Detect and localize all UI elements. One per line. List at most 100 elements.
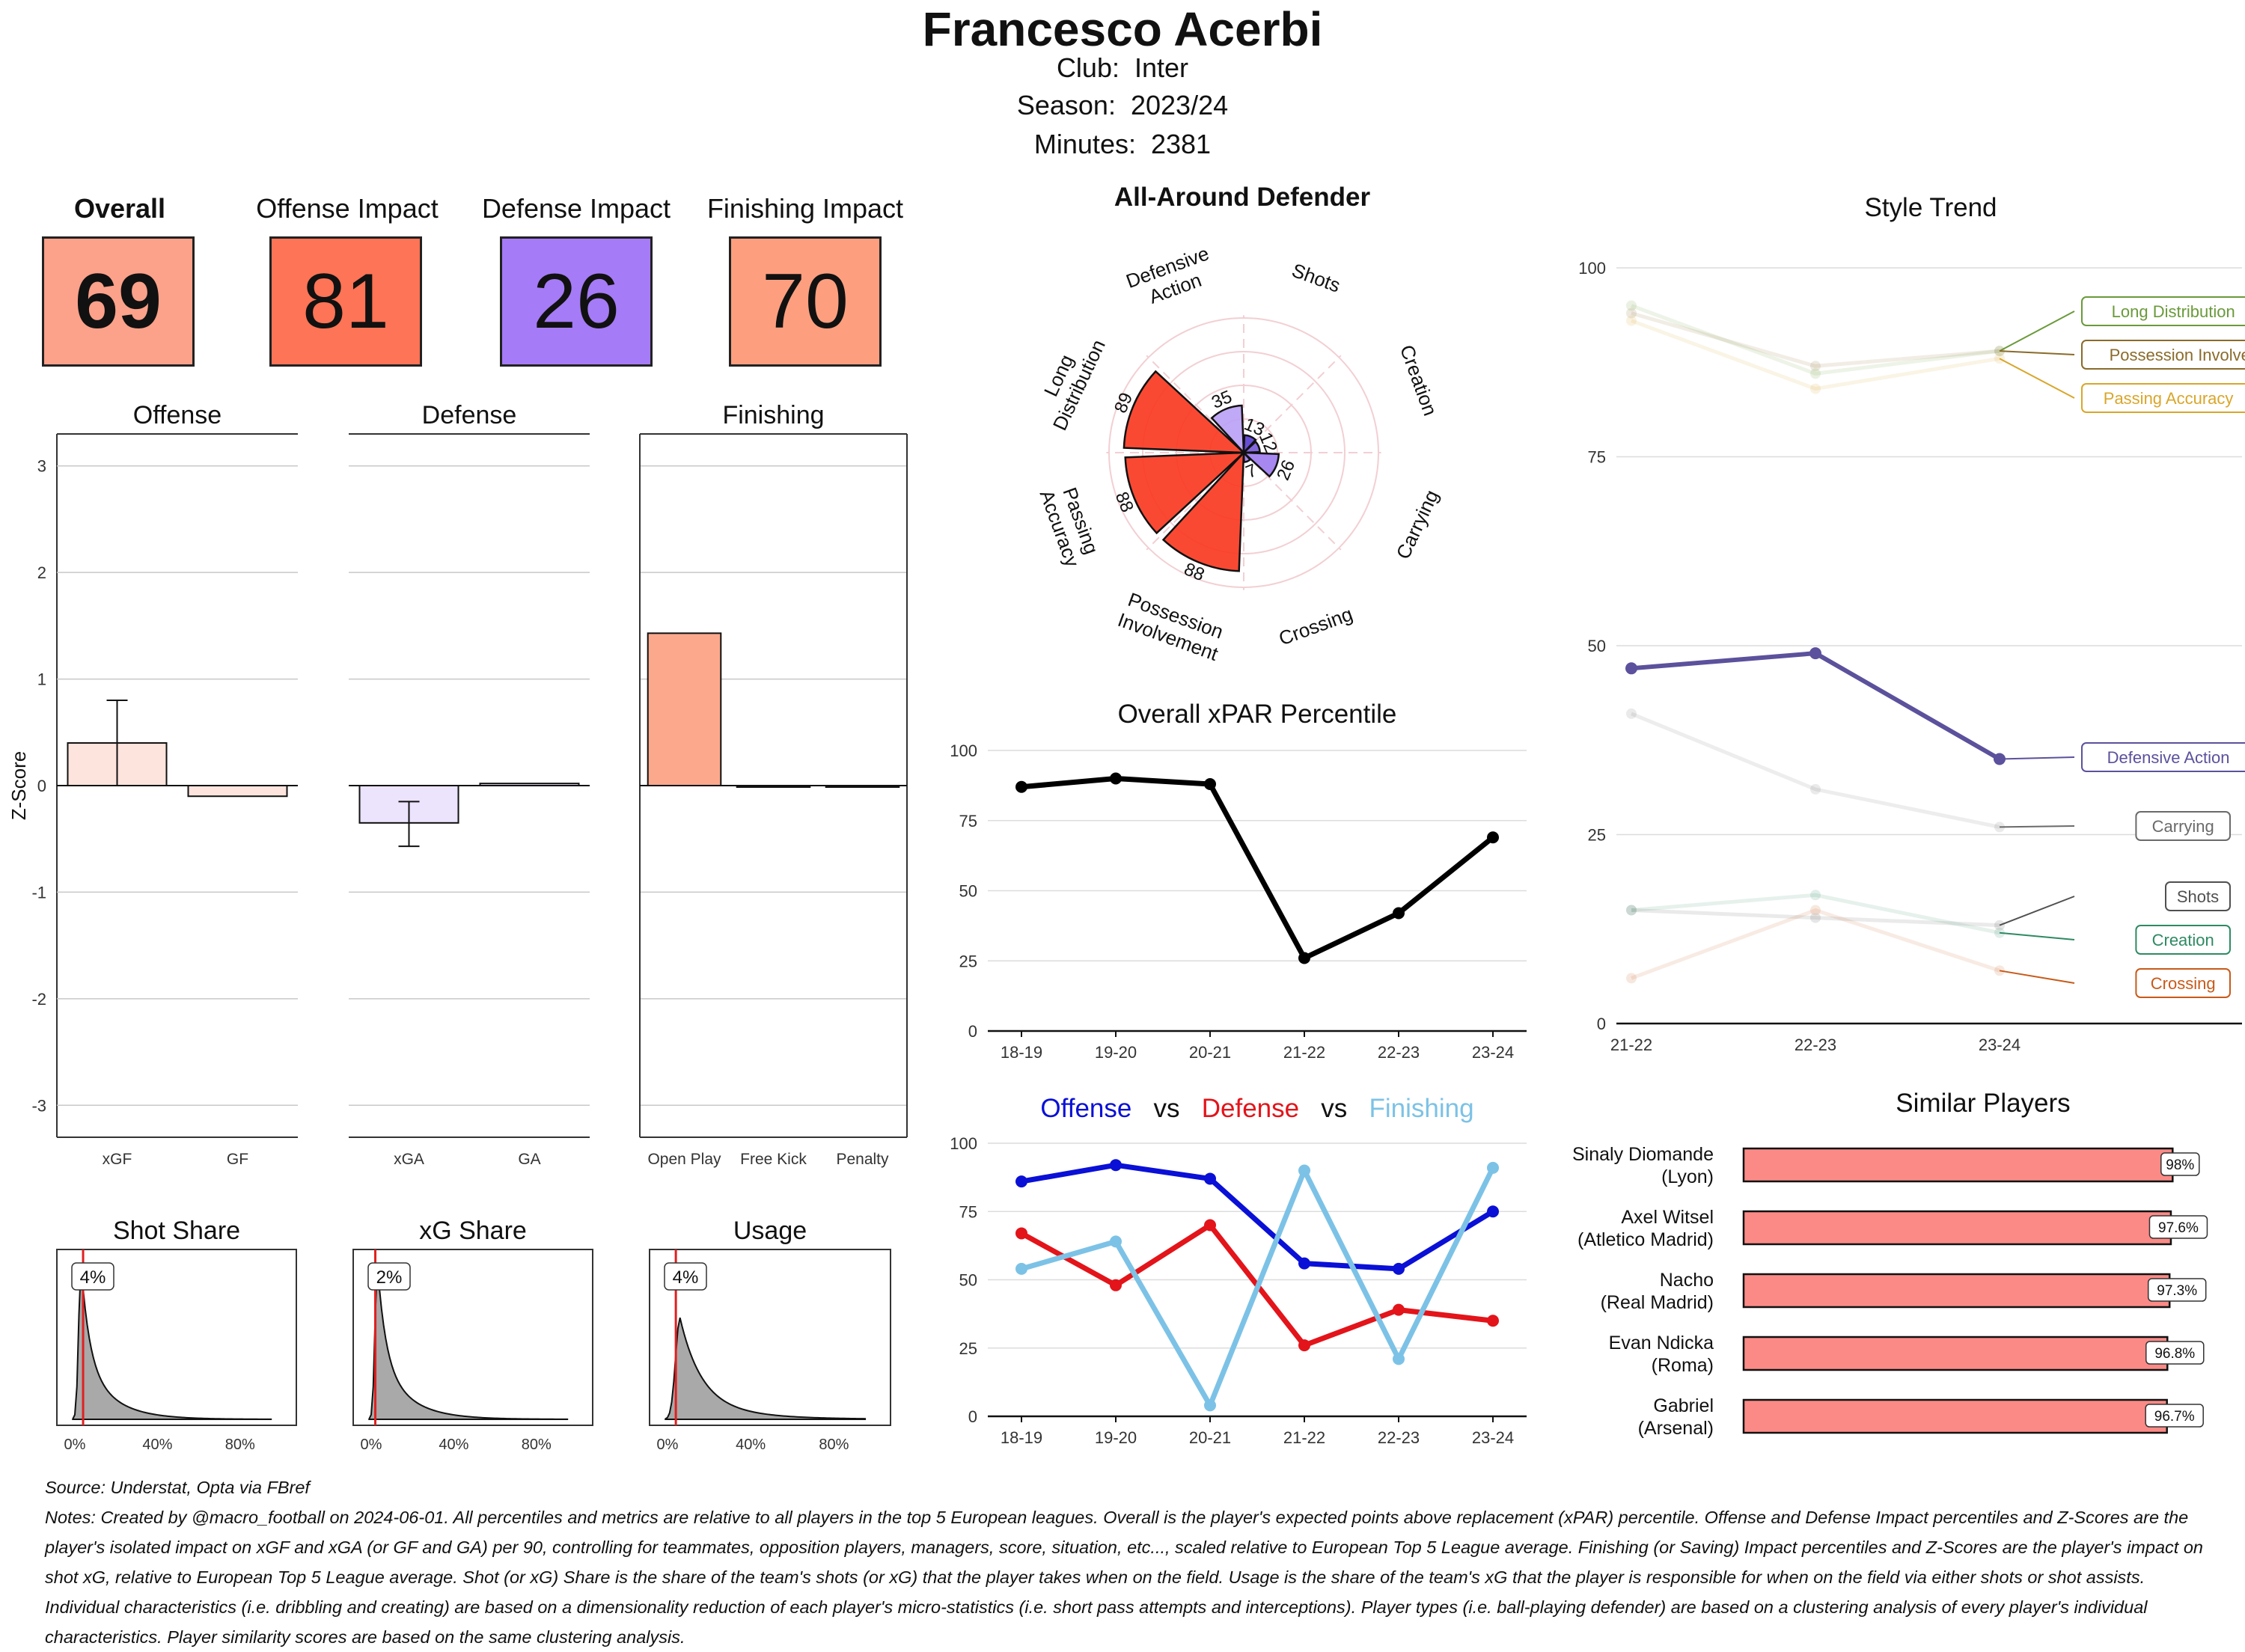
zscore-ylabel: Z-Score: [7, 751, 30, 820]
trend-point: [1626, 300, 1637, 311]
share-tick: 40%: [439, 1437, 468, 1453]
xtick: 20-21: [1189, 1043, 1231, 1062]
xtick: 22-23: [1378, 1043, 1420, 1062]
ytick: 75: [959, 1202, 977, 1221]
polar-label-line: Crossing: [1276, 602, 1356, 649]
xpar-title: Overall xPAR Percentile: [1117, 700, 1397, 729]
value-label: 4%: [80, 1267, 106, 1288]
trend-line-carrying: [1631, 712, 2000, 829]
data-point: [1110, 1235, 1122, 1248]
trend-label-box: [2135, 968, 2232, 998]
data-point: [1298, 1339, 1310, 1352]
trend-point: [1626, 905, 1637, 916]
value-badge: [367, 1262, 411, 1291]
trend-line-creation: [1631, 893, 2000, 935]
xpar-chart: 100 75 50 25 0 18-19 19-20 20-21 21-22 22-23 23-24: [950, 741, 1527, 1062]
trend-point: [1810, 383, 1821, 394]
trend-label: Passing Accuracy: [2104, 389, 2234, 408]
zscore-panel-finishing: Finishing Open Play Free Kick Penalty: [639, 401, 908, 1168]
data-point: [1204, 1219, 1216, 1232]
label-connector: [1999, 310, 2075, 352]
ytick: 50: [959, 1271, 977, 1290]
similar-player-name: Evan Ndicka: [1609, 1333, 1714, 1353]
polar-title: All-Around Defender: [1114, 183, 1371, 212]
polar-spoke: [1243, 355, 1342, 453]
ytick: 25: [1588, 826, 1606, 845]
share-tick: 0%: [64, 1437, 86, 1453]
share-title: xG Share: [419, 1217, 527, 1245]
ytick: 100: [1578, 259, 1606, 278]
ytick: 25: [959, 1339, 977, 1358]
data-point: [1015, 1262, 1027, 1275]
zscore-ytick: -3: [31, 1096, 46, 1115]
value-label: 2%: [376, 1267, 403, 1288]
ytick: 100: [950, 1134, 977, 1153]
footer-notes: Source: Understat, Opta via FBref Notes:…: [45, 1472, 2215, 1652]
xtick: 21-22: [1283, 1428, 1325, 1447]
ytick: 75: [959, 812, 977, 830]
polar-grid-circle: [1142, 351, 1346, 554]
polar-wedge-carrying: [1241, 451, 1280, 478]
value-badge: [664, 1262, 707, 1291]
similar-player-club: (Lyon): [1661, 1166, 1714, 1187]
zscore-panel-defense: Defense xGA GA: [349, 401, 590, 1168]
trend-point: [1810, 783, 1821, 795]
similar-bar: [1742, 1398, 2168, 1434]
polar-category-label: Shots: [1289, 259, 1343, 297]
label-connector: [1999, 931, 2075, 940]
similar-bar: [1742, 1336, 2169, 1371]
offense-impact-label: Offense Impact: [256, 193, 439, 224]
similar-player-club: (Real Madrid): [1601, 1292, 1714, 1313]
category-label: Penalty: [836, 1151, 889, 1168]
share-tick: 80%: [819, 1437, 849, 1453]
trend-line-passing-accuracy: [1631, 319, 2000, 391]
similar-player-club: (Atletico Madrid): [1577, 1229, 1714, 1250]
category-label: GF: [227, 1151, 248, 1168]
similar-value-box: [2147, 1278, 2207, 1302]
label-connector: [1999, 825, 2075, 828]
polar-wedge-long-distribution: [1122, 370, 1247, 454]
data-point: [1015, 1227, 1027, 1240]
data-point: [1204, 778, 1216, 790]
similar-player-name: Sinaly Diomande: [1572, 1144, 1714, 1165]
share-title: Shot Share: [113, 1217, 240, 1245]
label-connector: [1999, 970, 2075, 984]
similar-player-name: Gabriel: [1653, 1395, 1714, 1416]
share-shot-share: Shot Share 4% 0% 40% 80%: [56, 1217, 297, 1453]
similar-bar: [1742, 1273, 2171, 1309]
zscore-ytick: -2: [31, 990, 46, 1009]
xtick: 23-24: [1979, 1035, 2020, 1054]
category-label: xGF: [103, 1151, 132, 1168]
similar-chart: Sinaly Diomande(Lyon) 98% Axel Witsel(Atle…: [1572, 1144, 2208, 1439]
trend-line-shots: [1631, 908, 2000, 928]
xtick: 21-22: [1610, 1035, 1652, 1054]
xtick: 19-20: [1095, 1428, 1137, 1447]
xtick: 23-24: [1472, 1043, 1514, 1062]
style-trend-title: Style Trend: [1864, 193, 1997, 222]
trend-point: [1626, 315, 1637, 326]
player-name: Francesco Acerbi: [922, 2, 1323, 56]
bar-open-play: [647, 632, 722, 787]
density-curve: [72, 1263, 272, 1420]
ytick: 0: [1597, 1015, 1606, 1033]
data-point: [1298, 1164, 1310, 1177]
polar-category-label: Carrying: [1392, 486, 1444, 563]
share-tick: 80%: [522, 1437, 552, 1453]
trend-line-crossing: [1631, 908, 2000, 980]
category-label: xGA: [394, 1151, 424, 1168]
club-line: Club: Inter: [1056, 52, 1189, 83]
trend-point: [1809, 647, 1821, 660]
trend-label-box: [2135, 925, 2232, 955]
polar-category-label: Crossing: [1276, 602, 1356, 649]
share-frame: [56, 1249, 297, 1426]
finishing-impact-card: 70: [729, 236, 882, 367]
data-point: [1487, 831, 1499, 844]
trend-point: [1810, 905, 1821, 916]
data-point: [1298, 1257, 1310, 1270]
polar-chart: 13Shots12Creation26Carrying7Crossing88Po…: [1036, 242, 1444, 665]
trend-label-box: [2165, 881, 2231, 911]
data-point: [1393, 1353, 1405, 1365]
